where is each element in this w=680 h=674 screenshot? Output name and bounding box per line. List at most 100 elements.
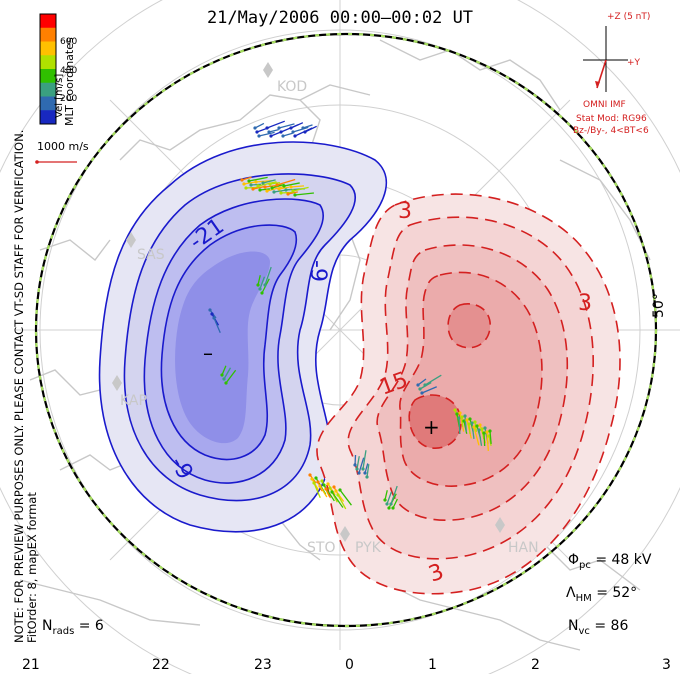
velocity-vector-origin [353,463,357,467]
colorbar-frame [39,13,57,125]
velocity-vector-origin [416,383,420,387]
velocity-vector-origin [277,126,281,130]
velocity-vector-origin [470,421,474,425]
velocity-vector-origin [240,178,244,182]
velocity-vector-origin [210,312,214,316]
velocity-vector [337,494,347,510]
velocity-vector [339,489,352,506]
velocity-vector-origin [473,420,477,424]
velocity-vector-origin [361,467,365,471]
velocity-vector-origin [322,483,326,487]
colorbar-swatch [40,82,56,97]
colorbar-tick-200: 200 [60,94,78,104]
velocity-vector-origin [265,189,269,193]
velocity-vector-origin [281,134,285,138]
velocity-vector-origin [289,185,293,189]
velocity-vector [478,429,483,446]
velocity-vector [283,182,300,187]
velocity-vector [276,178,296,186]
station-kod: KOD [277,79,308,95]
velocity-vector-origin [220,373,224,377]
velocity-vector-origin [365,475,369,479]
velocity-vector-origin [286,192,290,196]
velocity-vector [259,188,271,191]
mlt-label-3: 3 [662,657,671,673]
velocity-vector-origin [208,308,212,312]
preview-note-line2: FitOrder: 8, mapEX format [25,492,39,643]
velocity-vector [362,450,367,470]
velocity-vector-origin [338,488,342,492]
velocity-vector [266,185,286,192]
velocity-vector-origin [282,184,286,188]
contour-label-pos-3a: 3 [398,199,412,224]
velocity-vector [262,179,276,184]
velocity-vector [268,128,279,133]
velocity-vector-origin [483,426,487,430]
velocity-vector-origin [391,506,395,510]
velocity-vector-origin [478,423,482,427]
velocity-vector-origin [326,482,330,486]
contour-label-pos-3b: 3 [578,291,592,316]
colorbar-coord-label: MLT coordinates [63,37,76,126]
velocity-vector-origin [467,422,471,426]
velocity-vector-origin [488,429,492,433]
velocity-vector [421,386,437,394]
velocity-vector-origin [293,193,297,197]
velocity-vector-origin [247,179,251,183]
velocity-vector-origin [301,126,305,130]
velocity-vector [473,426,480,446]
velocity-vector-origin [212,316,216,320]
contour-label-neg-9a: -9 [305,260,330,282]
velocity-vector [471,422,475,439]
velocity-scale-label: 1000 m/s [37,140,89,153]
velocity-vector-origin [269,134,273,138]
potential-max-marker: + [423,415,440,439]
velocity-vector-origin [265,126,269,130]
latitude-label: 50° [651,293,667,318]
velocity-vector [258,131,275,137]
velocity-scale-bar [35,160,77,164]
velocity-vector [364,463,369,474]
velocity-vector-origin [272,190,276,194]
velocity-vector [489,430,492,445]
velocity-vector-origin [363,471,367,475]
mlt-label-1: 1 [428,657,437,673]
velocity-vector [257,181,277,187]
velocity-vector-origin [291,130,295,134]
velocity-vector [213,317,221,333]
velocity-vector [384,490,388,501]
velocity-vector [390,485,398,505]
velocity-vector-origin [279,130,283,134]
velocity-vector-origin [334,489,338,493]
colorbar-swatch [40,41,56,56]
velocity-vectors [208,120,492,510]
velocity-vector-origin [260,291,264,295]
imf-stat-mod: Stat Mod: RG96 [576,114,647,124]
velocity-vector [254,122,265,129]
velocity-vector [225,369,237,384]
velocity-vector [474,421,478,432]
velocity-vector-origin [249,183,253,187]
velocity-vector [458,417,461,435]
preview-note: NOTE: FOR PREVIEW PURPOSES ONLY. PLEASE … [12,130,39,643]
velocity-vector-origin [385,502,389,506]
velocity-vector-origin [291,189,295,193]
mlt-label-22: 22 [152,657,170,673]
velocity-vector-origin [289,126,293,130]
velocity-vector [325,488,331,499]
velocity-vector-origin [255,130,259,134]
colorbar-swatch [40,96,56,111]
velocity-vector [354,454,357,466]
hm-boundary [34,32,658,628]
mlt-label-0: 0 [345,657,354,673]
velocity-vector-origin [303,130,307,134]
imf-bz-by: Bz-/By-, 4<BT<6 [573,126,649,136]
colorbar-swatch [40,69,56,84]
velocity-vector-origin [387,506,391,510]
velocity-vector [257,275,261,286]
velocity-vector-origin [270,186,274,190]
velocity-vector-origin [222,377,226,381]
velocity-vector-origin [465,418,469,422]
velocity-vector [358,457,365,474]
velocity-vector-origin [284,188,288,192]
